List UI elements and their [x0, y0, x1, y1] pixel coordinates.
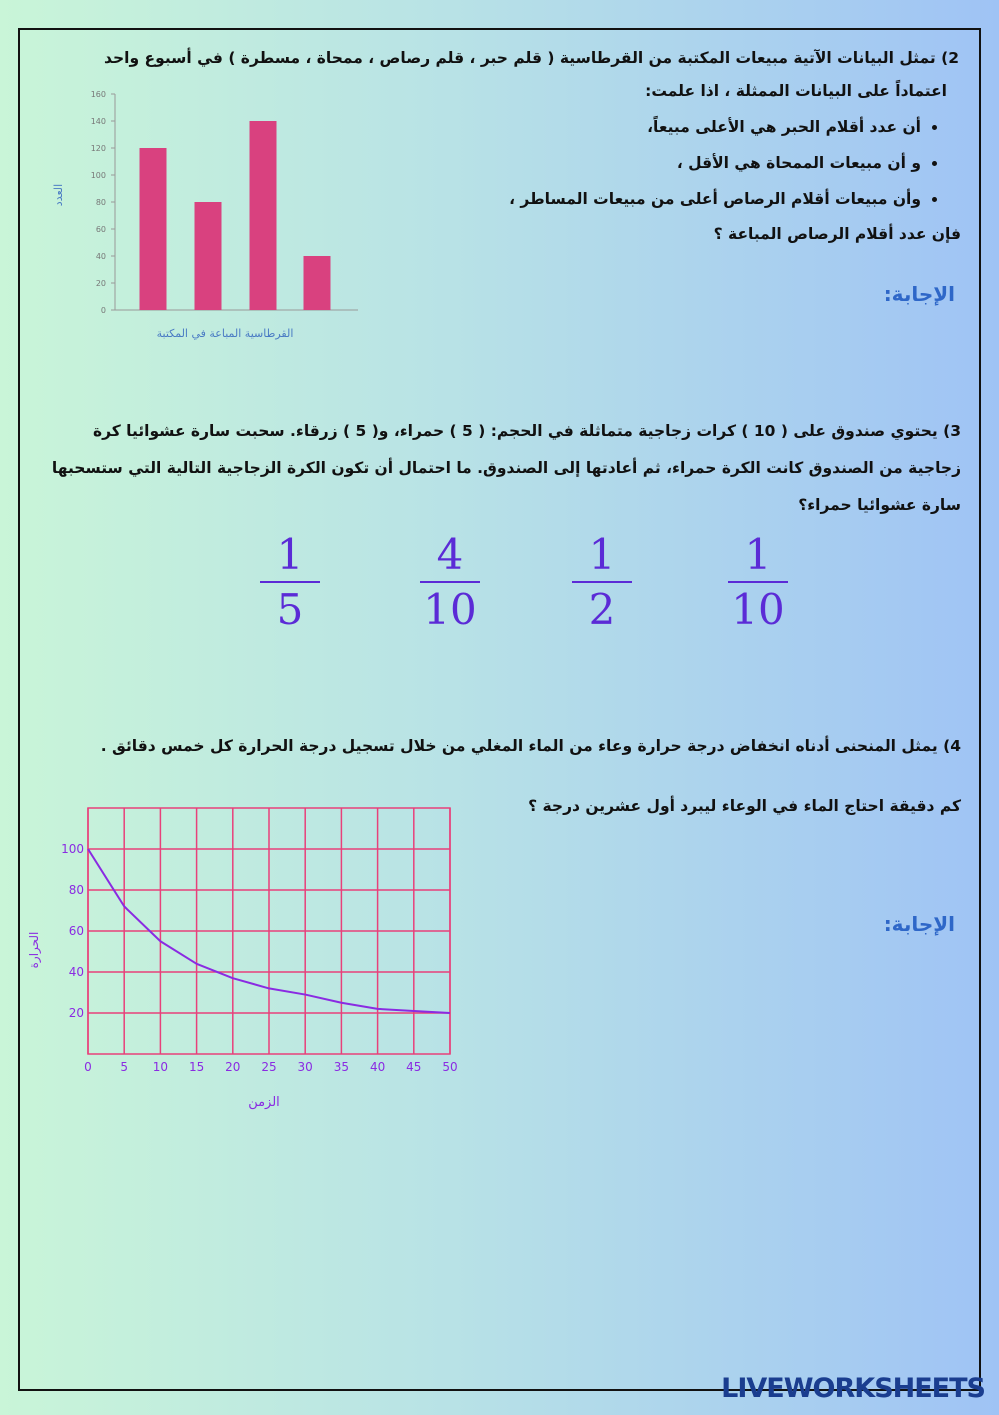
y-tick-label: 40	[69, 965, 84, 979]
y-tick-label: 100	[91, 171, 106, 180]
numerator: 4	[420, 530, 480, 583]
x-tick-label: 25	[261, 1060, 276, 1074]
curve	[87, 848, 451, 1014]
y-axis-label: الحرارة	[27, 932, 42, 969]
bar	[249, 121, 277, 310]
denominator: 2	[588, 585, 616, 634]
x-tick-label: 35	[334, 1060, 349, 1074]
x-tick-label: 20	[225, 1060, 240, 1074]
y-tick-label: 0	[101, 306, 106, 315]
y-tick-label: 20	[96, 279, 106, 288]
q4-question: كم دقيقة احتاج الماء في الوعاء ليبرد أول…	[528, 797, 961, 815]
x-axis-label: القرطاسية المباعة في المكتبة	[157, 327, 294, 340]
q2-bullets: أن عدد أقلام الحبر هي الأعلى مبيعاً، و أ…	[321, 109, 947, 217]
bullet: و أن مبيعات الممحاة هي الأقل ،	[321, 145, 921, 181]
numerator: 1	[728, 530, 788, 583]
bar	[303, 256, 331, 310]
denominator: 10	[731, 585, 785, 634]
y-tick-label: 160	[91, 90, 106, 99]
frame	[18, 28, 981, 1391]
q2-title: 2) تمثل البيانات الآتية مبيعات المكتبة م…	[104, 49, 959, 67]
bullet: وأن مبيعات أقلام الرصاص أعلى من مبيعات ا…	[321, 181, 921, 217]
x-tick-label: 50	[442, 1060, 457, 1074]
q2-question: فإن عدد أقلام الرصاص المباعة ؟	[713, 225, 961, 243]
x-tick-label: 0	[84, 1060, 92, 1074]
footer-logo: LIVEWORKSHEETS	[721, 1373, 986, 1404]
answer-label: الإجابة:	[883, 282, 955, 306]
x-tick-label: 10	[153, 1060, 168, 1074]
y-tick-label: 60	[96, 225, 106, 234]
bullet: أن عدد أقلام الحبر هي الأعلى مبيعاً،	[321, 109, 921, 145]
q2-intro: اعتماداً على البيانات الممثلة ، اذا علمت…	[645, 82, 947, 100]
y-axis-label: العدد	[52, 184, 65, 206]
y-tick-label: 80	[69, 883, 84, 897]
numerator: 1	[572, 530, 632, 583]
x-tick-label: 45	[406, 1060, 421, 1074]
y-tick-label: 40	[96, 252, 106, 261]
numerator: 1	[260, 530, 320, 583]
y-tick-label: 20	[69, 1006, 84, 1020]
q4-text: 4) يمثل المنحنى أدناه انخفاض درجة حرارة …	[100, 737, 961, 755]
bar	[194, 202, 222, 310]
denominator: 5	[276, 585, 304, 634]
q3-text: 3) يحتوي صندوق على ( 10 ) كرات زجاجية مت…	[51, 422, 961, 514]
y-tick-label: 80	[96, 198, 106, 207]
y-tick-label: 120	[91, 144, 106, 153]
y-tick-label: 140	[91, 117, 106, 126]
denominator: 10	[423, 585, 477, 634]
x-tick-label: 5	[120, 1060, 128, 1074]
bar	[139, 148, 167, 310]
x-tick-label: 15	[189, 1060, 204, 1074]
answer-label: الإجابة:	[883, 912, 955, 936]
y-tick-label: 100	[61, 842, 84, 856]
x-axis-label: الزمن	[248, 1095, 280, 1110]
y-tick-label: 60	[69, 924, 84, 938]
x-tick-label: 30	[298, 1060, 313, 1074]
fraction-choice[interactable]: 4 10	[420, 530, 480, 634]
x-tick-label: 40	[370, 1060, 385, 1074]
fraction-choice[interactable]: 1 10	[728, 530, 788, 634]
